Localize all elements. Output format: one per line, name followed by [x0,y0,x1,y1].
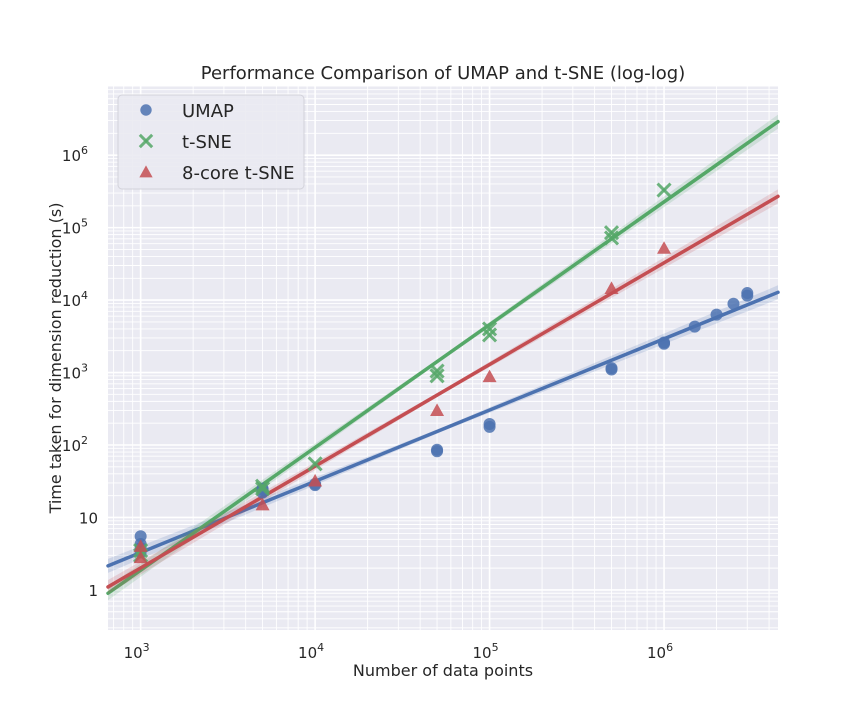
data-point [482,369,497,383]
data-point-stroke [482,327,498,343]
data-point [710,308,723,321]
y-tick-label: 106 [62,144,88,165]
y-tick-label: 1 [88,582,98,600]
y-tick-label: 10 [79,509,98,527]
data-point-stroke [656,182,672,198]
data-point-stroke [603,225,620,241]
data-point [140,104,152,116]
data-point [430,403,445,417]
data-point [688,320,701,333]
legend-label: UMAP [182,101,234,122]
data-point-stroke [307,456,323,472]
x-tick-label: 103 [124,641,150,662]
data-point [483,417,496,430]
data-point [138,133,154,149]
data-point [255,478,271,494]
data-point [133,539,148,552]
data-point-stroke [138,133,154,149]
tick-labels: 103 104 105 106 1 10 102 103 104 105 106 [62,144,673,662]
data-point [603,225,620,241]
fit-line [106,119,780,596]
data-point [255,497,270,511]
data-point-stroke [429,363,445,379]
data-point [307,456,323,472]
y-tick-label: 103 [62,362,88,383]
data-point [605,362,618,375]
x-tick-label: 105 [473,641,499,662]
data-point [603,230,620,246]
x-tick-label: 106 [647,641,673,662]
data-point [255,481,271,497]
data-point [431,443,444,456]
data-point [657,241,672,254]
data-point [482,321,498,337]
y-tick-label: 102 [62,434,88,455]
legend-box [117,94,305,190]
data-point [429,363,445,379]
data-point [741,287,754,300]
y-tick-label: 104 [62,289,88,310]
fit-line [106,194,780,589]
data-point [656,182,672,198]
data-point-stroke [255,481,271,497]
data-point-stroke [603,230,620,246]
data-point [139,165,153,178]
legend: UMAP t-SNE 8-core t-SNE [117,94,305,190]
chart-title: Performance Comparison of UMAP and t-SNE… [201,63,686,84]
data-point [482,327,498,343]
y-tick-label: 105 [62,217,88,238]
data-point-stroke [429,368,445,384]
data-points [133,182,754,564]
data-point [133,550,148,564]
data-point [658,336,671,349]
legend-label: 8-core t-SNE [182,163,294,184]
x-tick-label: 104 [298,641,324,662]
y-axis-label: Time taken for dimension reduction (s) [46,203,65,515]
data-point-stroke [255,478,271,494]
x-axis-label: Number of data points [353,661,533,680]
data-point-stroke [482,321,498,337]
data-point [727,297,740,310]
data-point [604,281,619,294]
data-point [308,473,323,487]
data-point [429,368,445,384]
legend-label: t-SNE [182,132,232,153]
